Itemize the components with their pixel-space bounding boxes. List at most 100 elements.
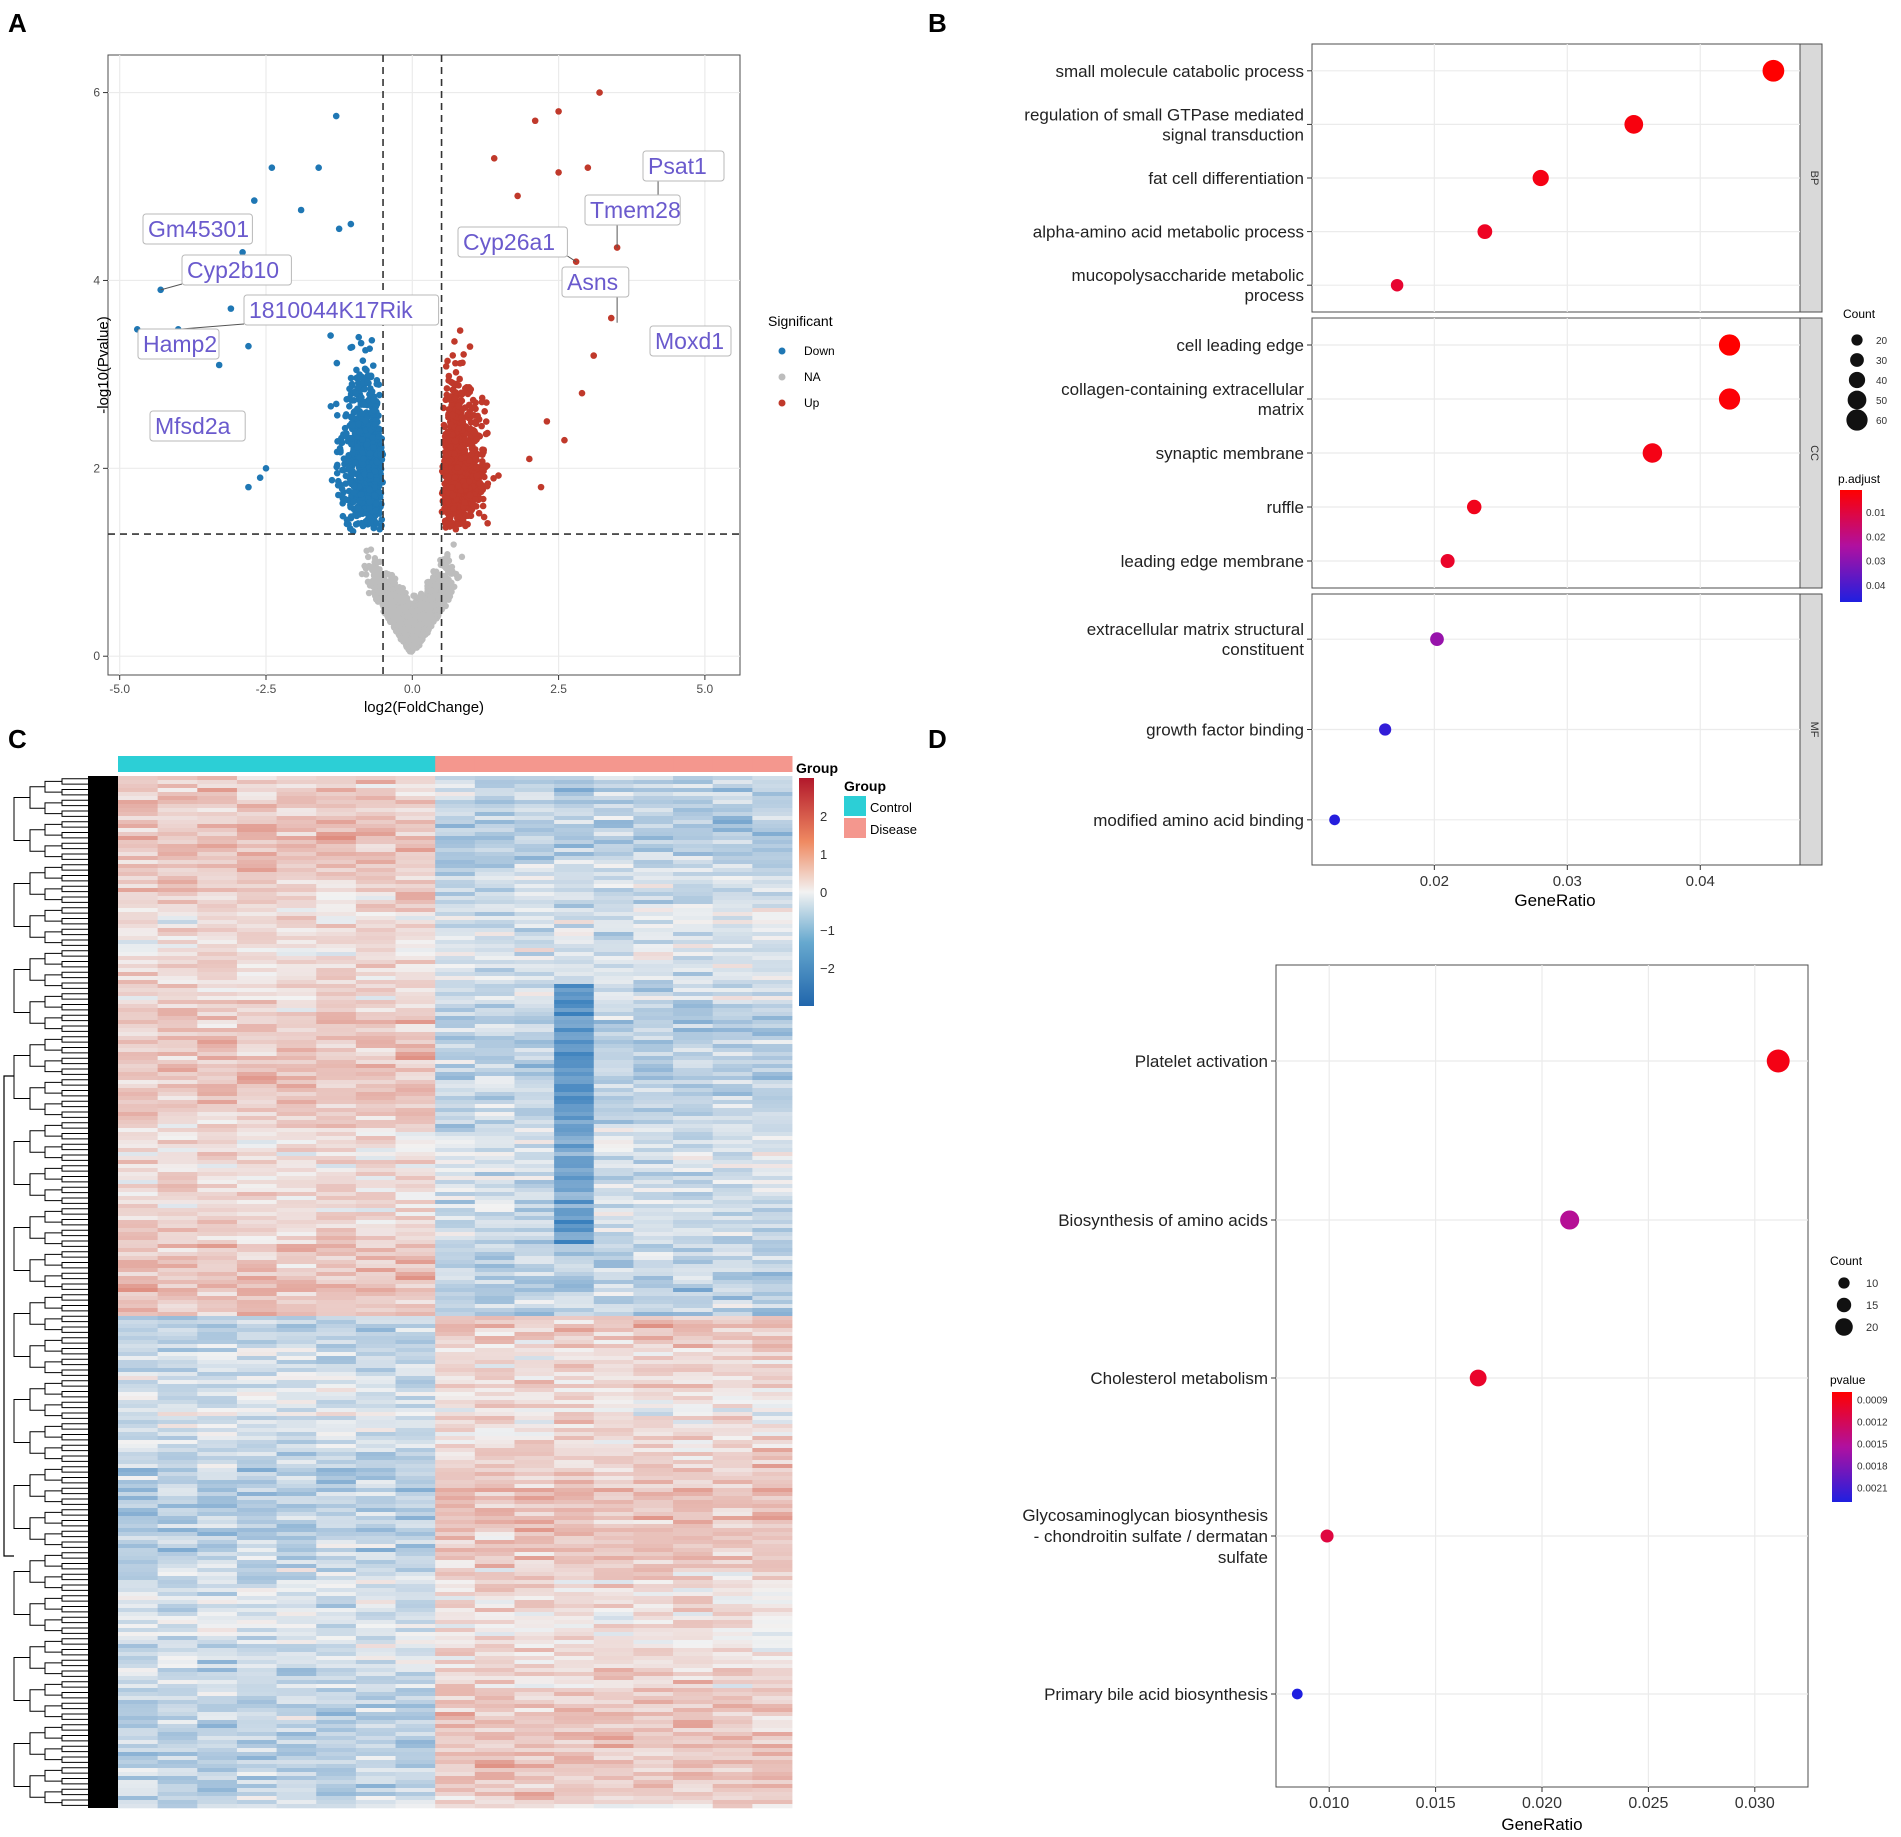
volcano-point-up [555,169,562,176]
dendrogram-branch [29,1302,45,1325]
heatmap-cell [157,836,198,841]
heatmap-cell [316,836,357,841]
heatmap-cell [197,800,238,805]
volcano-point-up [447,421,455,428]
dendrogram-branch [61,1122,88,1129]
heatmap-cell [197,804,238,809]
heatmap-cell [673,808,714,813]
dendrogram-branch [44,1726,62,1739]
heatmap-cell [633,856,674,861]
dendrogram-branch [61,1519,88,1527]
heatmap-cell [554,844,595,849]
heatmap-cell [435,852,476,857]
heatmap-cell [593,852,634,857]
heatmap-cell [197,840,238,845]
heatmap-cell [593,828,634,833]
volcano-point-up [462,512,470,520]
heatmap-cell [514,828,555,833]
dendrogram-branch [13,1571,30,1615]
heatmap-cell [157,796,198,801]
dendrogram-branch [61,1423,88,1430]
heatmap-cell [157,792,198,797]
heatmap-cell [673,812,714,817]
heatmap-cell [118,852,159,857]
group-annotation-cell [712,756,753,772]
volcano-point-down [347,220,355,228]
volcano-point-up [460,351,467,358]
heatmap-cell [474,784,515,789]
heatmap-cell [514,836,555,841]
volcano-point-down [333,359,341,367]
heatmap-cell [593,844,634,849]
volcano-point-down [350,483,358,491]
dendrogram-branch [29,1431,45,1454]
heatmap-cell [474,796,515,801]
heatmap-cell [316,848,357,853]
volcano-point-down [372,500,380,507]
heatmap-cell [316,824,357,829]
heatmap-cell [276,776,317,781]
heatmap-cell [593,812,634,817]
dendrogram-branch [44,974,62,987]
volcano-point-down [368,388,376,395]
dendrogram-branch [61,1691,88,1699]
volcano-point-na [376,587,384,594]
heatmap-cell [236,812,277,817]
go-term-dot [1329,814,1340,826]
dendrogram-branch [29,1517,45,1540]
heatmap-cell [157,856,198,861]
dendrogram-branch [61,1455,88,1462]
volcano-point-down [333,412,341,419]
heatmap-cell [236,848,277,853]
heatmap-cell [157,800,198,805]
dendrogram-branch [61,1369,88,1376]
dendrogram-branch [61,1433,88,1441]
dendrogram-branch [44,1296,62,1309]
heatmap-cell [316,788,357,793]
dendrogram-branch [44,1748,62,1761]
heatmap-cell [395,776,436,781]
dendrogram-branch [44,1210,62,1223]
volcano-point-up [468,404,476,411]
heatmap-cell [236,816,277,821]
heatmap-cell [593,832,634,837]
heatmap-cell [673,820,714,825]
volcano-point-na [386,608,393,615]
heatmap-cell [276,864,317,869]
gene-label: Mfsd2a [155,413,231,439]
dendrogram-branch [44,1447,62,1460]
go-term-label: cell leading edge [1176,336,1304,355]
dendrogram-branch [29,958,45,981]
volcano-point-na [393,594,400,602]
heatmap-cell [633,784,674,789]
heatmap-cell [157,840,198,845]
heatmap-cell [554,776,595,781]
volcano-point-down [334,438,341,445]
go-count-legend-title: Count [1843,307,1876,321]
heatmap-cell [593,804,634,809]
heatmap-cell [712,856,753,861]
dendrogram-branch [29,1044,45,1067]
volcano-point-down [359,357,367,365]
volcano-point-down [327,332,334,339]
volcano-point-na [363,547,370,554]
dendrogram-branch [44,1232,62,1245]
dendrogram-branch [61,1337,88,1344]
volcano-point-down [366,486,374,494]
group-annotation-cell [197,756,238,772]
go-count-legend-dot [1846,409,1868,431]
go-term-label: ruffle [1267,498,1305,517]
go-term-label: leading edge membrane [1121,552,1304,571]
legend-down-dot [778,347,786,355]
dendrogram-branch [61,1595,88,1602]
volcano-point-na [435,571,442,579]
heatmap-cell [712,844,753,849]
go-padjust-legend: p.adjust 0.010.020.030.04 [1838,472,1886,602]
volcano-point-down [355,333,363,341]
volcano-point-up [452,389,460,396]
go-x-axis-title: GeneRatio [1514,891,1595,910]
dendrogram-branch [29,1646,45,1669]
go-term-label: alpha-amino acid metabolic process [1033,223,1304,242]
heatmap-cell [514,824,555,829]
heatmap-cell [712,836,753,841]
